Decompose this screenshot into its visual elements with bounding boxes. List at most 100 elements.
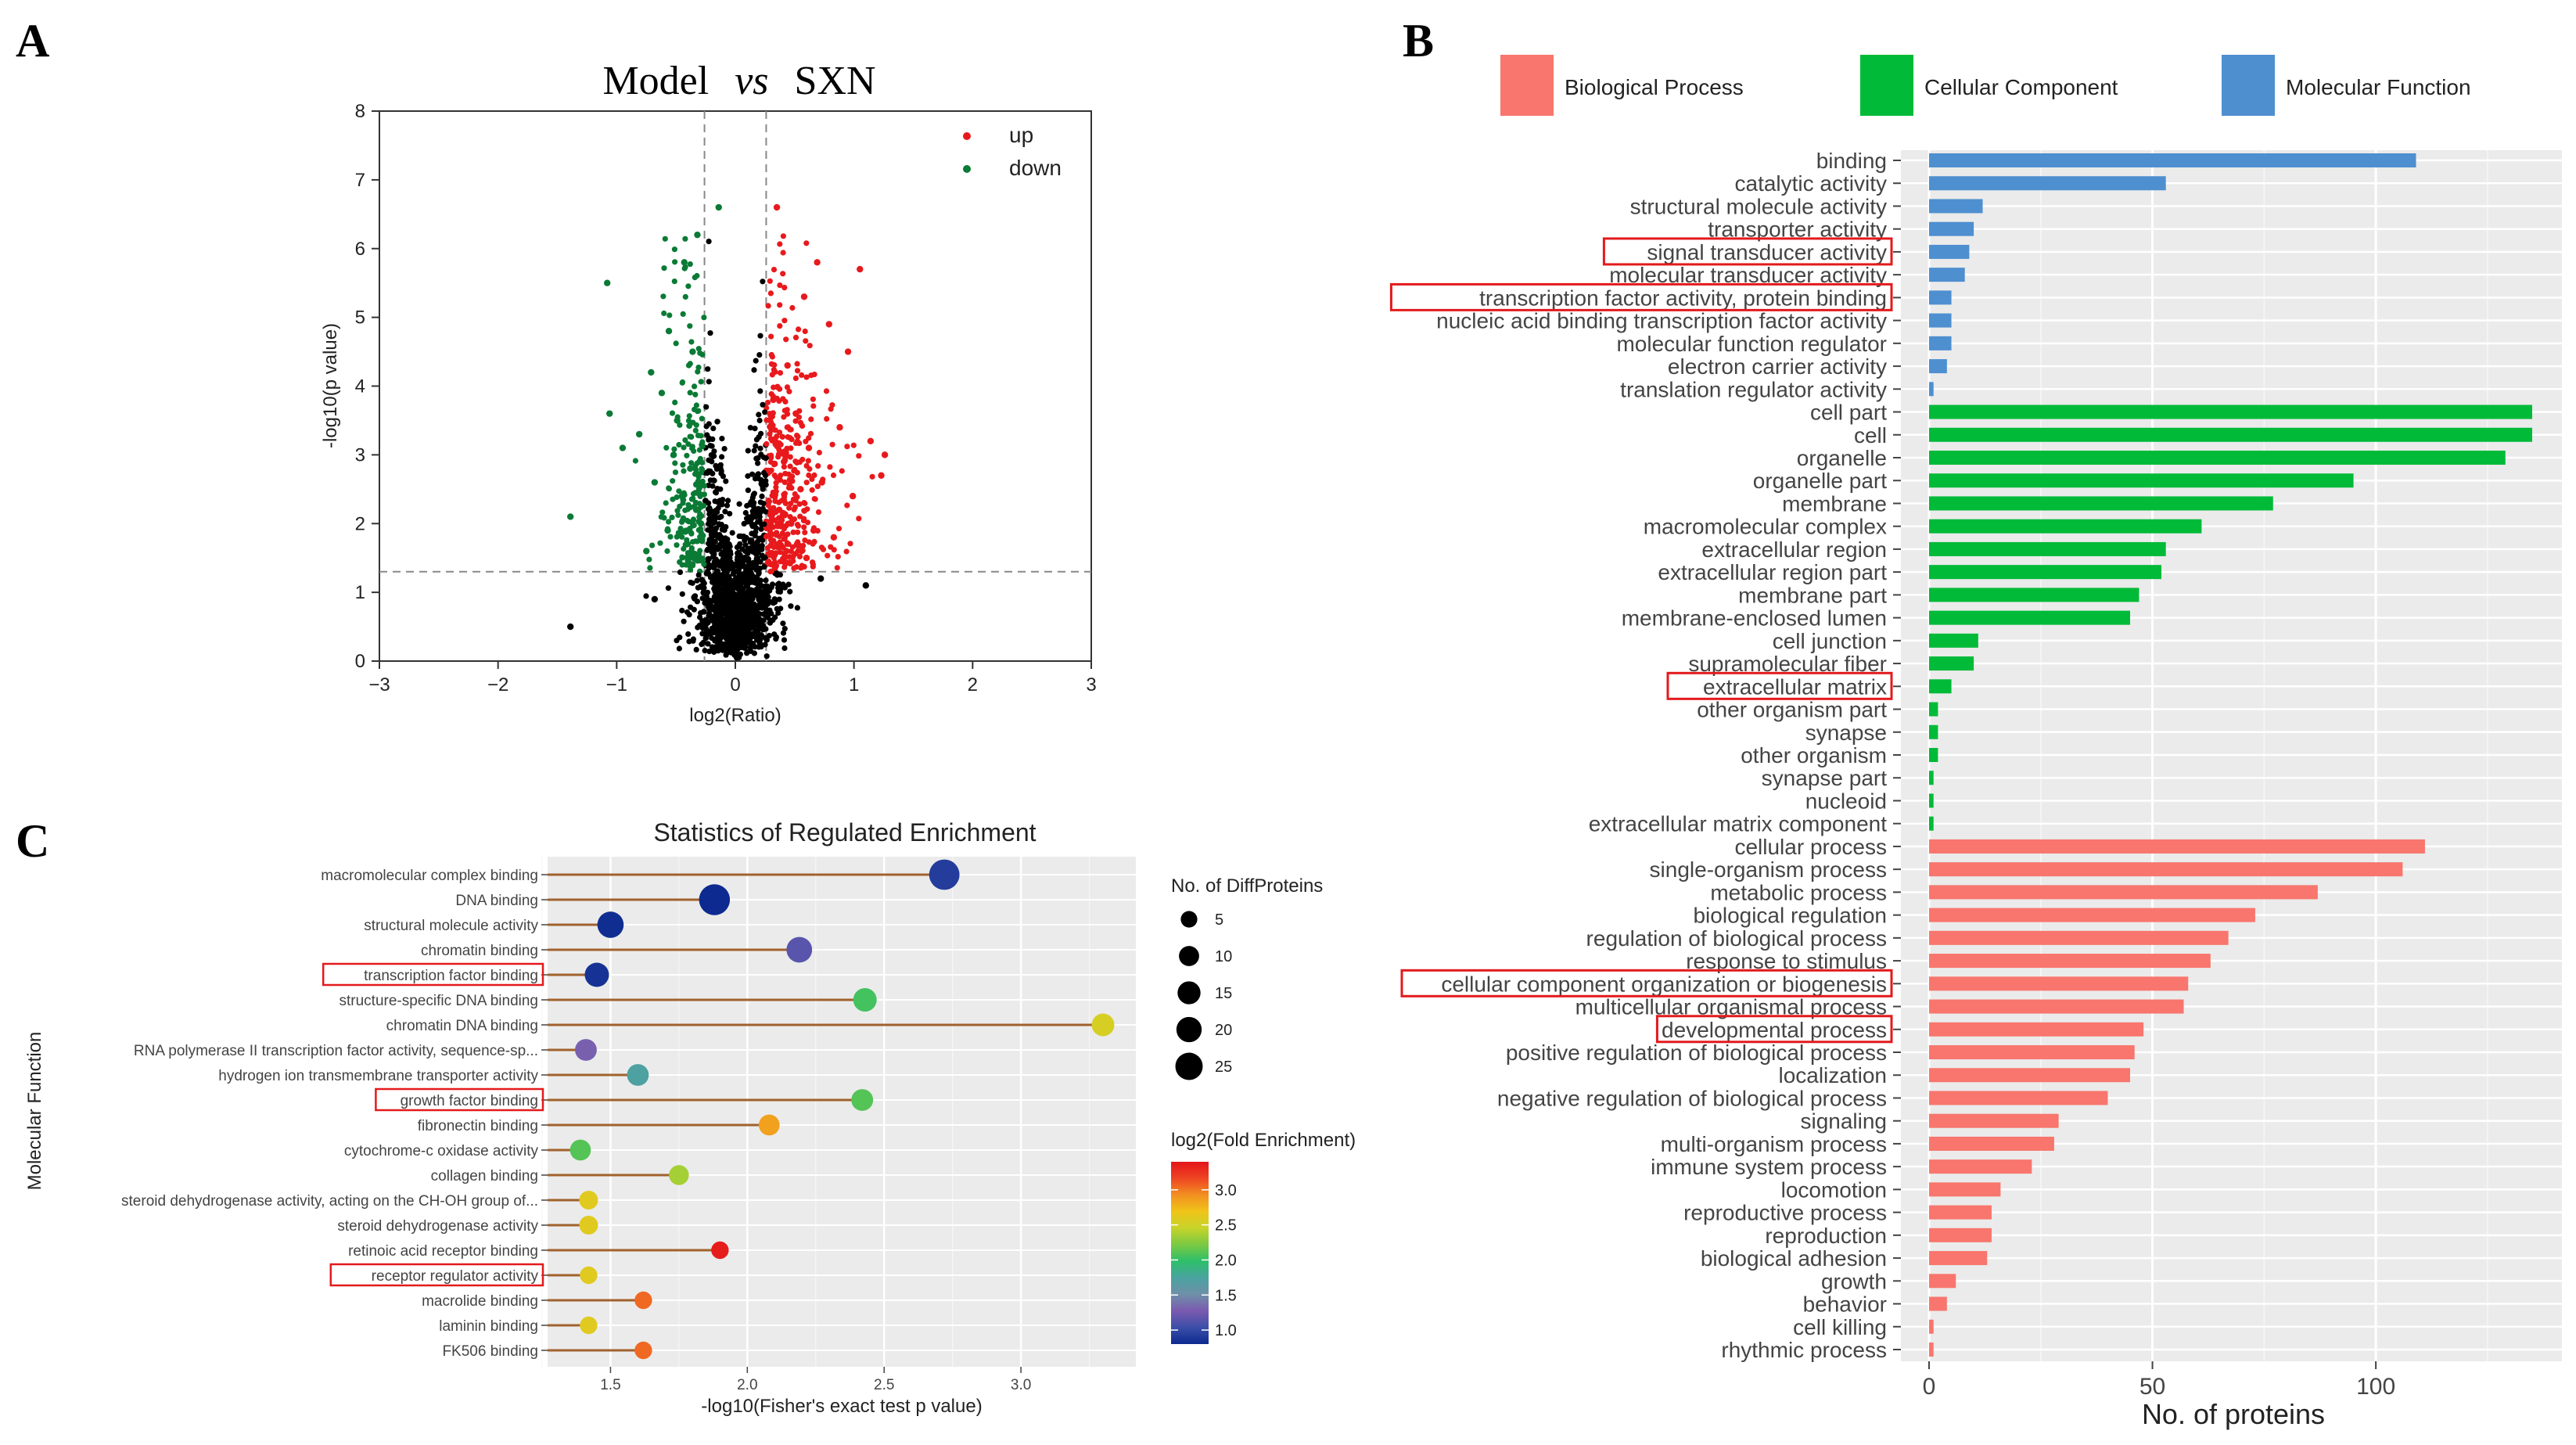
volcano-point [720,556,726,563]
volcano-point-up [767,290,774,297]
enrichment-x-tick-label: 3.0 [1011,1377,1031,1393]
volcano-point [705,366,711,372]
volcano-point [714,610,720,616]
volcano-x-tick-label: −2 [487,674,508,696]
volcano-point [695,572,702,578]
volcano-point [736,603,742,610]
volcano-point [714,572,721,579]
bar-category-label: reproductive process [1683,1201,1887,1225]
volcano-point-up [797,419,803,426]
enrichment-label-highlight-box [322,962,544,987]
volcano-point-down [694,231,701,239]
volcano-point [758,476,764,483]
volcano-point [739,563,746,569]
volcano-point-up [782,470,789,476]
volcano-point-up [796,553,803,560]
bar-x-axis-label: No. of proteins [2142,1398,2325,1430]
volcano-point [771,631,778,638]
bar-structural-molecule-activity [1929,199,1983,214]
volcano-point-up [825,552,831,559]
bar-category-label: molecular function regulator [1616,332,1887,356]
volcano-point-up [779,451,786,457]
volcano-point [768,361,775,367]
volcano-point-up [801,524,807,530]
volcano-point [731,569,738,575]
volcano-point [708,514,714,520]
volcano-point [756,417,763,424]
volcano-point [704,432,710,438]
volcano-point-up [801,508,807,514]
volcano-point-down [697,511,703,517]
color-legend-tick-label: 2.5 [1215,1217,1237,1235]
volcano-point [719,527,725,533]
volcano-point [718,580,725,586]
bar-category-label: immune system process [1651,1155,1887,1179]
volcano-point-up [847,541,853,547]
volcano-point [686,612,692,618]
enrichment-x-tick-label: 2.0 [737,1377,757,1393]
volcano-point [759,619,765,626]
volcano-point-up [774,543,781,549]
bar-category-label: signal transducer activity [1647,240,1887,264]
volcano-point [711,477,717,483]
volcano-point [735,644,742,650]
bar-response-to-stimulus [1929,954,2211,969]
bar-x-tick-label: 50 [2139,1374,2165,1400]
volcano-point-up [777,559,784,565]
volcano-point-up [786,554,792,560]
volcano-point-down [697,526,703,533]
bar-transporter-activity [1929,221,1974,236]
volcano-y-tick-label: 5 [355,307,365,329]
bar-growth [1929,1274,1956,1289]
enrichment-category-label: retinoic acid receptor binding [348,1243,538,1260]
volcano-point [760,501,767,507]
volcano-point-up [802,500,808,507]
volcano-point-down [689,444,695,450]
volcano-point [774,606,780,612]
volcano-point [721,631,728,637]
bar-category-label: synapse [1805,721,1887,745]
volcano-point-up [808,416,814,422]
bar-category-label: multi-organism process [1661,1132,1887,1156]
bar-category-label: membrane part [1738,583,1887,607]
bar-rhythmic-process [1929,1343,1934,1357]
volcano-point [706,521,712,527]
volcano-point-down [685,501,692,508]
volcano-point-up [820,546,827,552]
bar-nucleoid [1929,793,1934,808]
enrichment-category-label: steroid dehydrogenase activity, acting o… [121,1193,538,1210]
volcano-point-down [674,508,681,514]
bar-x-tick-label: 0 [1923,1374,1936,1400]
volcano-point [681,444,687,451]
volcano-point-up [800,517,807,524]
volcano-point-up [857,265,864,273]
bar-reproductive-process [1929,1205,1992,1220]
volcano-point [699,443,706,450]
volcano-point [763,440,770,448]
volcano-point-up [881,451,889,458]
volcano-point [720,593,727,599]
volcano-point [722,509,728,515]
bar-single-organism-process [1929,862,2403,877]
enrichment-category-label: fibronectin binding [418,1118,538,1134]
volcano-point [665,585,672,591]
volcano-point [788,501,794,507]
volcano-point-down [715,203,722,211]
bar-category-label: translation regulator activity [1620,377,1887,401]
volcano-point [761,469,767,476]
volcano-point [682,437,688,444]
bar-cell-part [1929,404,2532,419]
volcano-point-up [794,459,800,466]
panel-label-b: B [1403,15,1434,66]
enrichment-dot [851,1089,874,1111]
volcano-point [703,404,710,410]
volcano-point-down [647,565,653,571]
bar-behavior [1929,1296,1947,1311]
volcano-point [696,622,702,629]
volcano-point-up [771,462,778,468]
volcano-point [672,399,678,405]
enrichment-category-label: hydrogen ion transmembrane transporter a… [218,1068,538,1084]
volcano-point-down [683,562,689,568]
volcano-point-down [695,408,702,414]
volcano-point [682,235,688,242]
